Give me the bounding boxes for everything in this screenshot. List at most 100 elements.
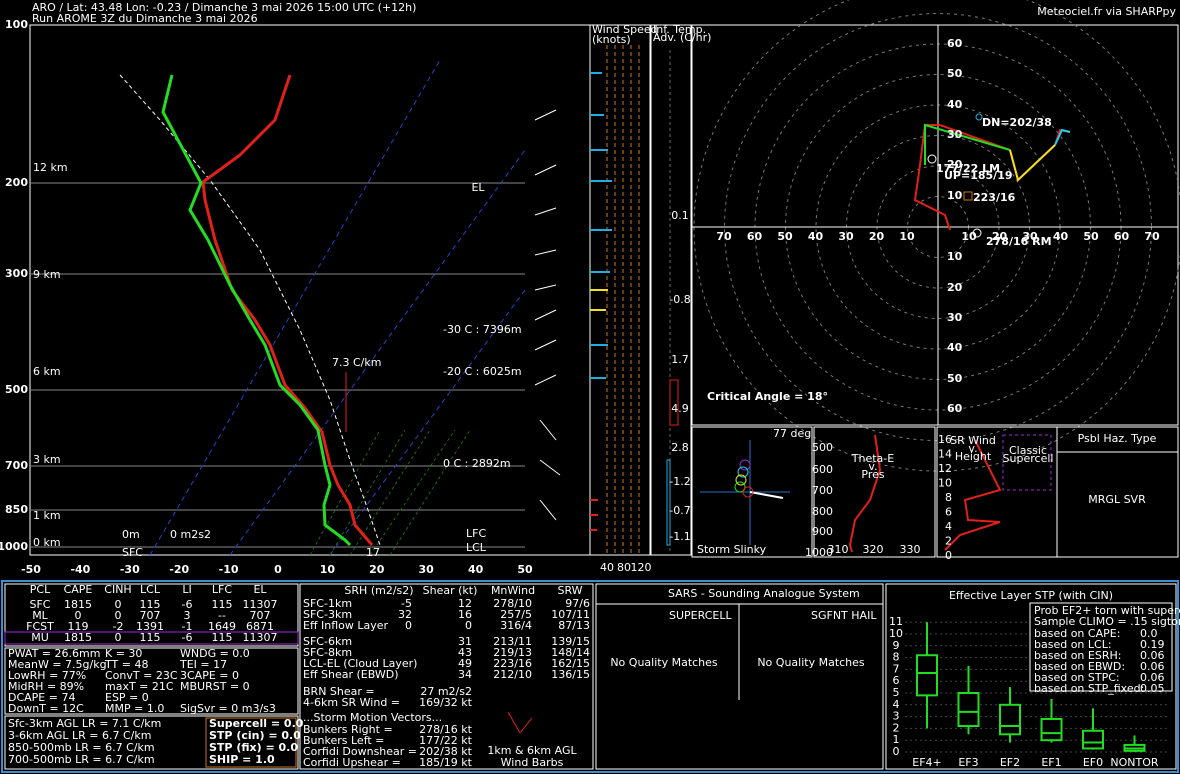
lfc-label: LFC — [466, 527, 486, 540]
kin-cell: 87/13 — [558, 619, 590, 632]
kin-cell: Eff Inflow Layer — [303, 619, 389, 632]
stp-x-label: EF2 — [1000, 756, 1020, 769]
stp-box — [1040, 717, 1063, 742]
lapse-rate: 700-500mb LR = 6.7 C/km — [8, 753, 155, 766]
storm-cell: 278/16 kt — [419, 723, 473, 736]
hodo-dn: DN=202/38 — [982, 116, 1052, 129]
kin-cell: 162/15 — [551, 657, 590, 670]
kin-cell: SFC-8km — [303, 646, 352, 659]
kin-header: SRW — [557, 584, 582, 597]
hodo-tick: 40 — [947, 341, 963, 354]
hodo-mid — [924, 123, 1011, 165]
mean-marker — [963, 191, 973, 201]
wind-speed-title: (knots) — [592, 33, 631, 46]
kinematics-frame — [299, 583, 594, 770]
temp-adv-label: 2.8 — [671, 441, 689, 454]
speed-guides — [606, 45, 640, 555]
supercell-box — [1002, 434, 1052, 491]
parcel-cell: -2 — [113, 620, 124, 633]
parcel-header: LI — [182, 583, 191, 596]
temp-label: -50 — [21, 563, 41, 576]
parcel-cell: 1815 — [64, 598, 92, 611]
parcel-cell: 0 — [115, 631, 122, 644]
kin-cell: 213/11 — [493, 635, 532, 648]
temp-label: 40 — [468, 563, 484, 576]
hodo-tick: 70 — [716, 230, 732, 243]
stp-y-tick: 9 — [893, 639, 900, 652]
stp-legend-row: 0.19 — [1140, 638, 1165, 651]
parcel-header: CINH — [104, 583, 131, 596]
kin-cell: 219/13 — [493, 646, 532, 659]
kin-cell: 278/10 — [493, 597, 532, 610]
srwind-note: Supercell — [1003, 452, 1054, 465]
srwind-tick: 2 — [945, 535, 952, 548]
parcel-cell: 3 — [184, 609, 191, 622]
indices-frame — [4, 647, 299, 715]
lapse-label: 7.3 C/km — [332, 356, 381, 369]
skewt-frame — [29, 24, 591, 556]
composite: SHIP = 1.0 — [209, 753, 275, 766]
stp-legend-row: based on LCL: — [1034, 638, 1112, 651]
stp-legend-title: Prob EF2+ torn with supercell — [1034, 604, 1180, 617]
temp-adv-label: 1.7 — [671, 353, 689, 366]
pressure-label: 1000 — [0, 540, 28, 553]
parcel-cell: 1649 — [208, 620, 236, 633]
kin-cell: 107/11 — [551, 608, 590, 621]
index-text: DCAPE = 74 — [8, 691, 75, 704]
storm-cell: 177/22 kt — [419, 734, 473, 747]
hodo-tick: 10 — [947, 189, 963, 202]
lm-marker — [927, 154, 937, 164]
storm-cell: Bunkers Left = — [303, 734, 384, 747]
kin-cell: 0 — [405, 619, 412, 632]
pressure-label: 700 — [5, 459, 28, 472]
pressure-label: 100 — [5, 18, 28, 31]
credit: Meteociel.fr via SHARPpy — [1037, 5, 1176, 18]
stp-y-tick: 10 — [889, 627, 903, 640]
storm-cell: Corfidi Downshear = — [303, 745, 417, 758]
temp-adv-bar — [669, 379, 679, 426]
hodo-tick: 70 — [1144, 230, 1160, 243]
lapse-rate: 850-500mb LR = 6.7 C/km — [8, 741, 155, 754]
lapse-frame — [4, 715, 299, 770]
temp-label: 10 — [320, 563, 336, 576]
storm-cell: Corfidi Upshear = — [303, 756, 401, 769]
kin-cell: BRN Shear = — [303, 685, 375, 698]
height-label: 12 km — [33, 161, 68, 174]
temp-label: -10 — [219, 563, 239, 576]
isotherm-label: 0 C : 2892m — [443, 457, 511, 470]
parcel-cell: 115 — [212, 598, 233, 611]
theta-y-tick: 800 — [812, 505, 833, 518]
hodo-tick: 30 — [838, 230, 854, 243]
kin-cell: 97/6 — [565, 597, 590, 610]
parcel-cell: 115 — [140, 631, 161, 644]
parcel-temp: 17 — [366, 546, 380, 559]
kin-cell: 257/5 — [500, 608, 532, 621]
kin-cell: 34 — [458, 668, 472, 681]
stp-x-label: EF1 — [1041, 756, 1061, 769]
pressure-label: 300 — [5, 267, 28, 280]
kin-cell: 31 — [458, 635, 472, 648]
parcel-cell: MU — [31, 631, 49, 644]
stp-legend-row: 0.06 — [1140, 660, 1165, 673]
composite: STP (fix) = 0.0 — [209, 741, 298, 754]
kin-cell: -5 — [401, 597, 412, 610]
theta-x-tick: 310 — [828, 543, 849, 556]
hodo-tick: 40 — [1053, 230, 1069, 243]
hodo-tick: 50 — [947, 67, 963, 80]
stp-title: Effective Layer STP (with CIN) — [949, 589, 1113, 602]
header-text: ARO / Lat: 43.48 Lon: -0.23 / Dimanche 3… — [32, 1, 416, 14]
hodo-tick: 40 — [947, 98, 963, 111]
hodo-up: UP=185/19 — [944, 169, 1013, 182]
stp-y-tick: 6 — [893, 674, 900, 687]
dn-marker — [975, 113, 983, 121]
kin-cell: 169/32 kt — [419, 696, 473, 709]
barbs-label: Wind Barbs — [501, 756, 564, 769]
stp-x-label: NONTOR — [1110, 756, 1158, 769]
hodo-tick: 60 — [747, 230, 763, 243]
rm-marker — [972, 228, 982, 238]
temp-label: 50 — [517, 563, 533, 576]
index-text: K = 30 — [105, 647, 142, 660]
kin-cell: 27 m2/s2 — [420, 685, 472, 698]
srwind-tick: 10 — [938, 477, 952, 490]
